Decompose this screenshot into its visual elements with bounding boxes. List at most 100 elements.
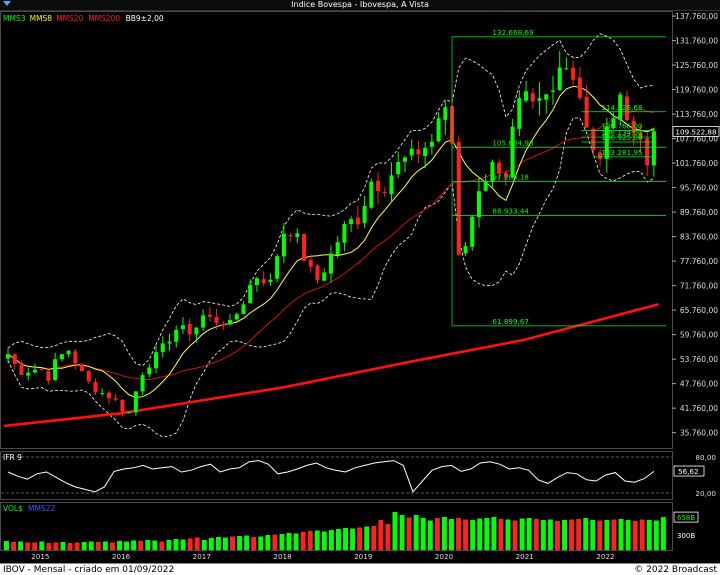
ifr-title: IFR 9 [3, 453, 22, 462]
fib-level-label: 109.766,00 [601, 121, 643, 130]
candle-body [429, 141, 434, 147]
volume-bar [81, 542, 87, 550]
volume-bar [632, 521, 638, 550]
date-axis-panel [0, 551, 673, 562]
volume-bar [53, 542, 59, 550]
candle-body [19, 362, 24, 375]
volume-bar [583, 518, 589, 550]
volume-bar [420, 518, 426, 550]
fib-level-label: 61.899,67 [492, 317, 529, 326]
candle-body [113, 398, 118, 400]
volume-bar [215, 537, 221, 550]
candle-body [503, 173, 508, 178]
volume-bar [639, 519, 645, 550]
volume-bar [300, 532, 306, 550]
candle-body [638, 133, 643, 140]
volume-last-label: 658B [677, 514, 695, 522]
volume-bar [32, 542, 38, 550]
candle-body [133, 391, 138, 413]
volume-bar [109, 542, 115, 550]
volume-bar [625, 520, 631, 550]
candle-body [624, 96, 629, 121]
candle-body [369, 181, 374, 208]
volume-bar [11, 542, 17, 550]
volume-bar [449, 519, 454, 550]
volume-bar [25, 542, 31, 550]
candle-body [497, 162, 502, 174]
legend-entry: MMS8 [30, 14, 53, 23]
volume-bar [180, 539, 186, 550]
y-tick-label: 95.760,00 [680, 184, 718, 193]
candle-body [530, 93, 535, 102]
y-tick-label: 71.760,00 [680, 282, 718, 291]
candle-body [160, 343, 165, 353]
candle-body [53, 359, 58, 381]
footer-info: IBOV - Mensal - criado em 01/09/2022 [3, 565, 175, 575]
volume-bar [265, 535, 271, 550]
candle-body [295, 233, 300, 238]
volume-bar [498, 519, 504, 550]
candle-body [80, 364, 85, 372]
volume-bar [131, 540, 137, 550]
candle-body [490, 161, 495, 182]
volume-bar [378, 520, 384, 550]
candle-body [396, 161, 401, 175]
candle-body [591, 128, 596, 151]
volume-bar [427, 520, 433, 550]
candle-body [349, 219, 354, 225]
candle-body [46, 370, 51, 381]
candle-body [483, 181, 488, 191]
candle-body [315, 265, 320, 280]
y-tick-label: 65.760,00 [680, 306, 718, 315]
candle-body [557, 67, 562, 91]
volume-bar [604, 520, 610, 550]
fib-level-label: 88.933,44 [492, 206, 529, 215]
volume-bar [336, 529, 341, 550]
volume-bar [251, 537, 257, 550]
legend-entry: MMS3 [3, 14, 26, 23]
volume-bar [258, 536, 264, 550]
x-tick-label: 2020 [435, 552, 454, 561]
menu-arrow-icon[interactable] [3, 1, 11, 6]
volume-bar [569, 519, 575, 550]
volume-bar [590, 520, 596, 550]
volume-bar [463, 519, 469, 550]
candle-body [645, 138, 650, 166]
volume-bar [491, 517, 497, 550]
candle-body [201, 315, 206, 328]
candle-body [409, 148, 414, 156]
volume-bar [576, 519, 582, 550]
volume-bar [173, 539, 179, 550]
legend-entry: MMS20 [56, 14, 83, 23]
volume-bar [406, 517, 412, 550]
volume-bar [653, 520, 659, 550]
candle-body [228, 319, 233, 325]
candle-body [328, 253, 333, 274]
volume-bar [314, 530, 320, 550]
y-tick-label: 89.760,00 [680, 208, 718, 217]
volume-bar [46, 543, 52, 550]
candle-body [32, 369, 37, 373]
x-tick-label: 2019 [354, 552, 373, 561]
volume-bar [230, 536, 235, 550]
fib-level-label: 97.284,18 [492, 172, 529, 181]
volume-bar [187, 538, 193, 550]
chart-canvas[interactable]: 137.760,00 131.760,00 125.760,00 119.760,00… [0, 0, 720, 563]
volume-bar [237, 536, 243, 550]
candle-body [436, 118, 441, 142]
candle-body [355, 217, 360, 225]
bollinger-lower [7, 117, 655, 438]
volume-bar [67, 543, 73, 550]
volume-bar [18, 541, 24, 550]
y-tick-label: 47.760,00 [680, 380, 718, 389]
volume-bar [208, 538, 214, 550]
volume-bar [279, 534, 285, 550]
candle-body [598, 152, 603, 159]
candle-body [86, 370, 91, 382]
candle-body [342, 224, 347, 243]
candle-body [517, 98, 522, 129]
candle-body [221, 324, 226, 326]
candle-body [180, 325, 185, 330]
fib-level-label: 105.634,93 [492, 138, 533, 147]
ifr-tick-label: 80,00 [695, 453, 716, 462]
